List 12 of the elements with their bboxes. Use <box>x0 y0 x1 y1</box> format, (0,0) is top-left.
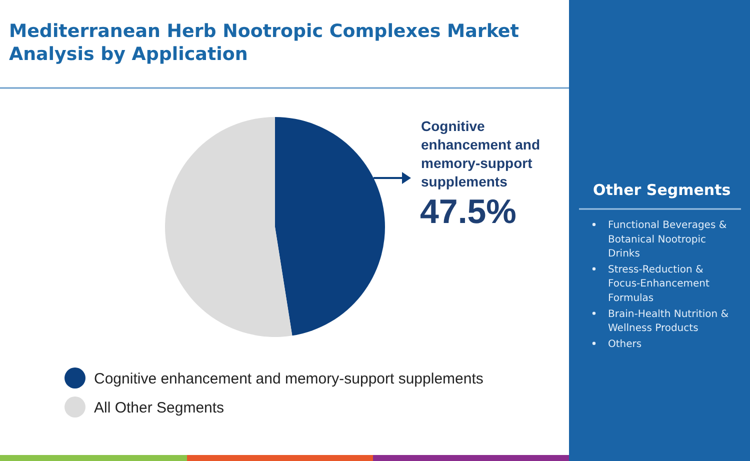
text: Brain-Health Nutrition & Wellness Products <box>608 308 729 334</box>
legend-label: Cognitive enhancement and memory-support supplements <box>94 370 484 388</box>
slice-label: Cognitive enhancement and memory-support supplements <box>421 118 540 190</box>
chart-title: Mediterranean Herb Nootropic Complexes Market Analysis by Application <box>9 21 520 65</box>
text: Stress-Reduction & Focus-Enhancement Formulas <box>608 264 710 304</box>
text: Functional Beverages & Botanical Nootropic Drinks <box>608 220 727 260</box>
data-label: 47.5% <box>420 193 516 231</box>
pie-slice <box>275 117 385 336</box>
pie-slice <box>165 117 292 337</box>
text: Others <box>608 338 642 350</box>
text: Other Segments <box>593 181 731 199</box>
legend-label: All Other Segments <box>94 400 224 416</box>
